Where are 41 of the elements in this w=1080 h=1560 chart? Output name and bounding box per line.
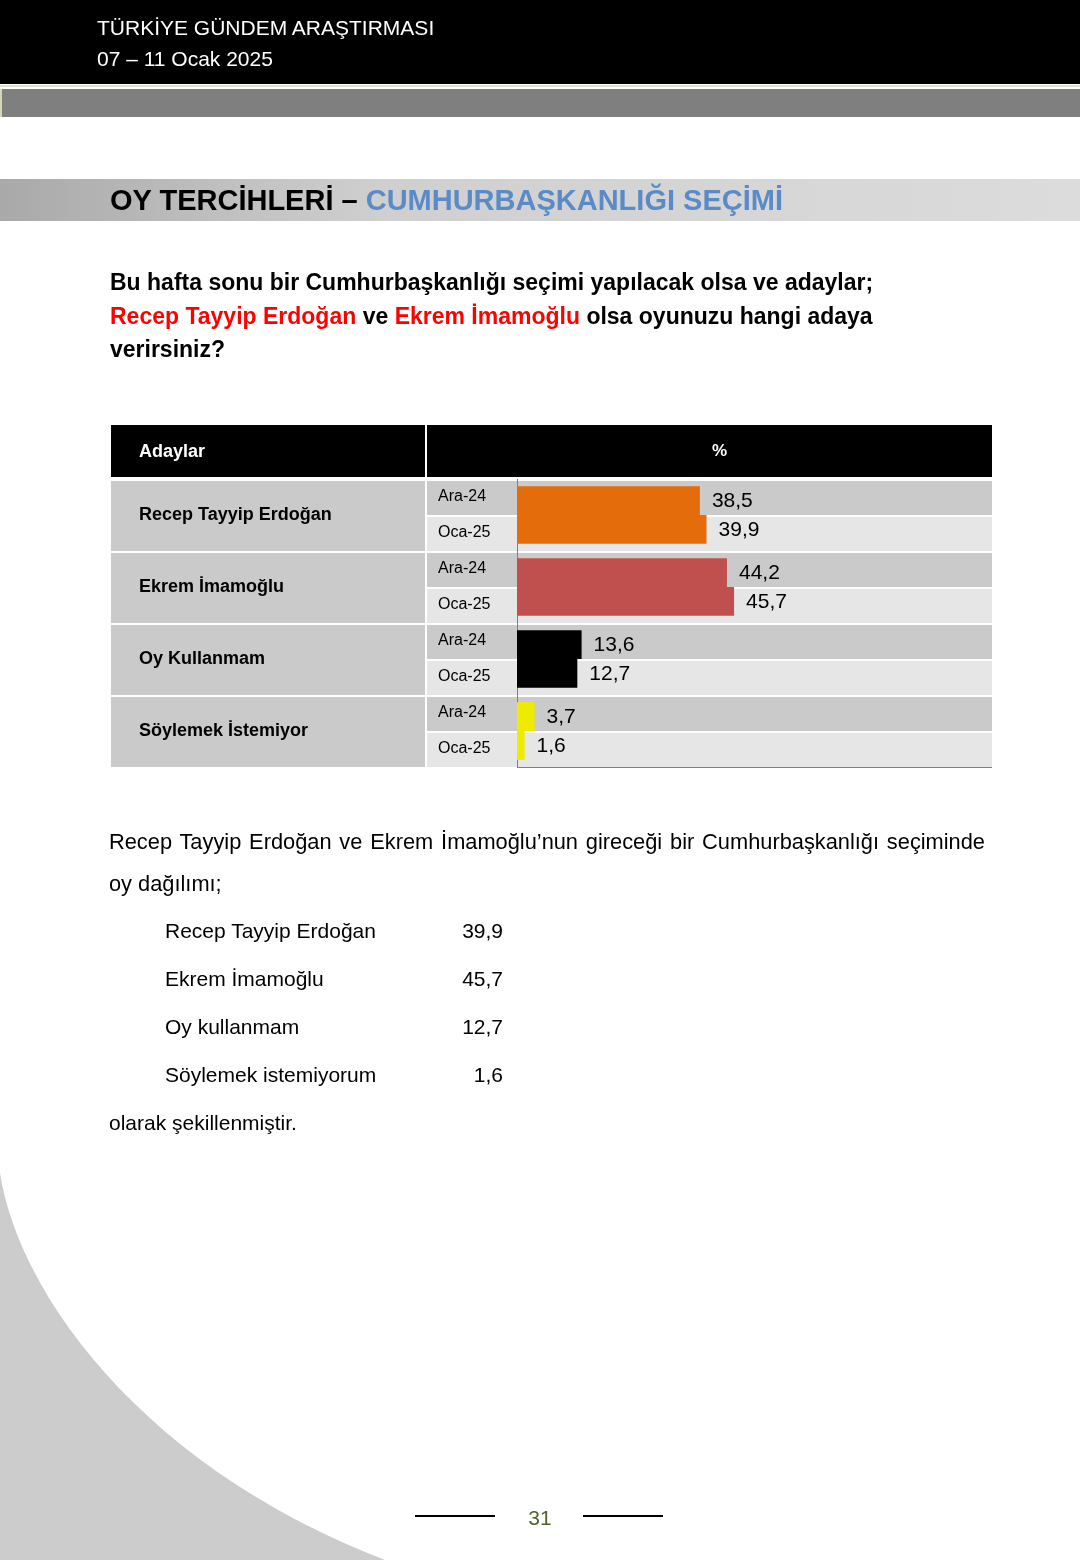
chart-subtitle: CUMHURBAŞKANLIĞI SEÇİMİ [365,184,783,216]
data-label: 3,7 [546,704,576,728]
y-tick-label: Ekrem İmamoğlu [139,575,285,596]
text: 31 [528,1506,552,1529]
text: olsa oyunuzu hangi adaya [586,302,873,329]
data-label: 12,7 [589,661,631,685]
x-axis-title: % [711,441,728,460]
text: 45,7 [462,967,503,990]
data-label: 38,5 [711,488,753,512]
text: Recep Tayyip Erdoğan ve Ekrem İmamoğlu’nun gireceği bir Cumhurbaşkanlığı seçiminde oy dağılımı; [109,829,985,896]
series-label: Ara-24 [438,487,487,505]
text: Ara-24 [438,631,487,649]
data-label: 44,2 [738,560,780,584]
text: Ekrem İmamoğlu [394,302,580,329]
text: Bu hafta sonu bir Cumhurbaşkanlığı seçimi yapılacak olsa ve adaylar; [110,269,874,295]
text: 1,6 [473,1063,503,1086]
text: Ara-24 [438,703,487,721]
text: 12,7 [462,1015,503,1038]
text: OY TERCİHLERİ – [110,184,358,216]
text: Söylemek istemiyorum [165,1062,377,1088]
y-tick-label: Oy Kullanmam [139,647,266,668]
data-label: 39,9 [718,517,760,541]
y-tick-label: Recep Tayyip Erdoğan [139,503,332,524]
text: olarak şekillenmiştir. [109,1110,297,1136]
series-label: Oca-25 [438,523,491,541]
y-axis-title: Adaylar [139,440,206,463]
text: Oca-25 [438,595,491,613]
text: 07 – 11 Ocak 2025 [97,46,273,72]
data-label: 1,6 [536,733,566,757]
data-label: 13,6 [593,632,635,656]
text: 39,9 [462,919,503,942]
text: ve [362,302,389,329]
text: Oca-25 [438,739,491,757]
text: TÜRKİYE GÜNDEM ARAŞTIRMASI [97,15,435,41]
y-tick-label: Söylemek İstemiyor [139,719,309,740]
text: Oy kullanmam [165,1014,300,1040]
data-label: 45,7 [746,589,787,613]
text: Recep Tayyip Erdoğan [165,918,376,944]
text: Ara-24 [438,559,487,577]
text: verirsiniz? [110,336,226,362]
text: Oca-25 [438,667,491,685]
